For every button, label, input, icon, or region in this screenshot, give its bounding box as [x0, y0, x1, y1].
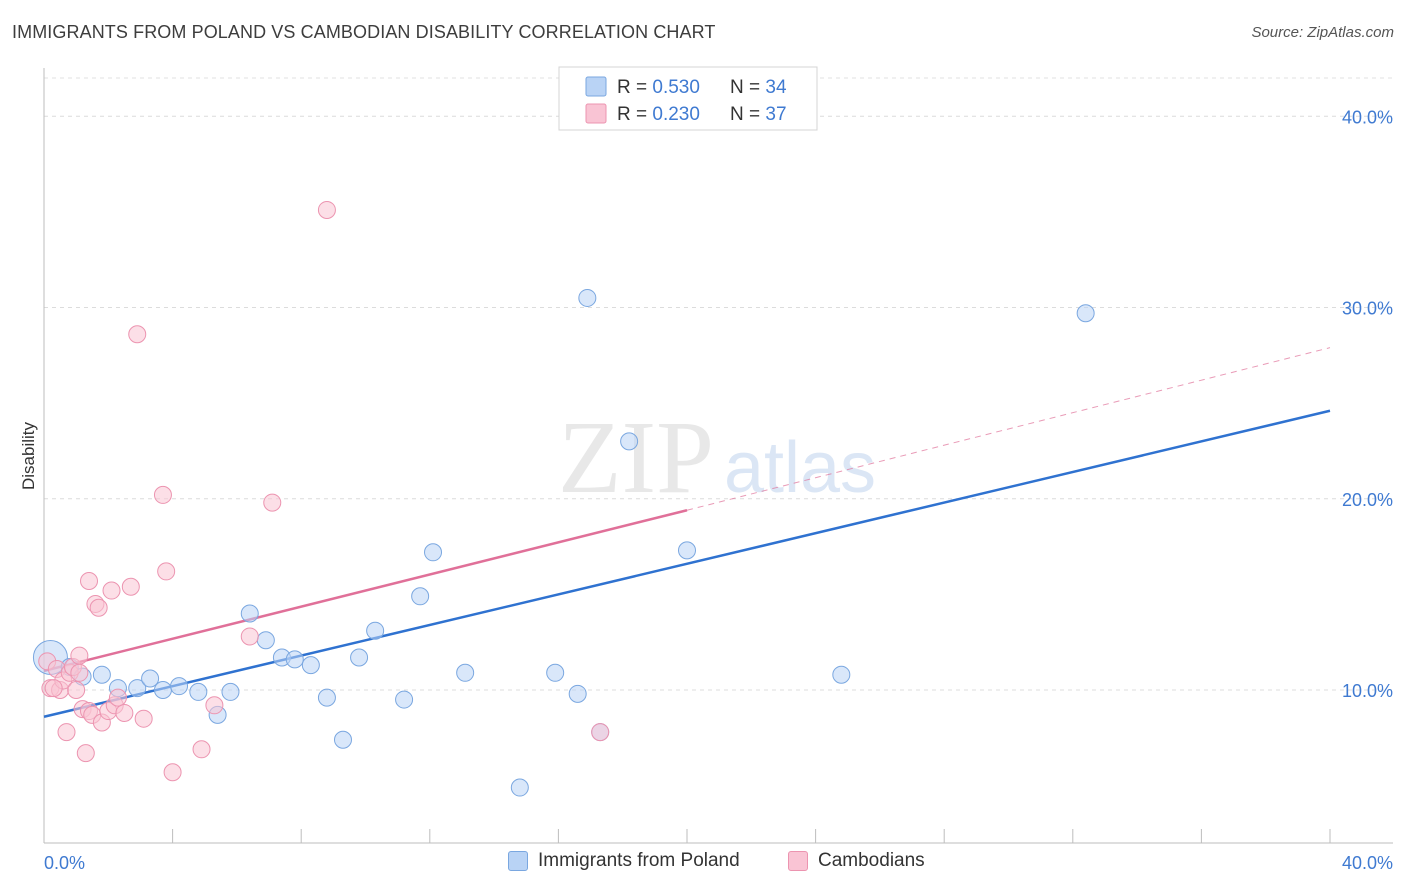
point-cambodians-14: [80, 571, 99, 590]
point-cambodians-23: [115, 703, 134, 722]
legend-r-value-2: 0.230: [652, 104, 700, 125]
point-poland-32: [832, 665, 851, 684]
point-poland-11: [221, 682, 240, 701]
legend-n-label-1: N =: [730, 77, 765, 98]
axes: [43, 68, 1393, 844]
trend-line-cambodians: [43, 509, 688, 673]
bottom-legend: Immigrants from Poland Cambodians: [0, 850, 1406, 880]
legend-r-label-1: R =: [617, 77, 652, 98]
point-cambodians-11: [70, 646, 89, 665]
point-cambodians-9: [70, 663, 89, 682]
point-cambodians-12: [76, 744, 95, 763]
legend-item-poland: Immigrants from Poland: [508, 850, 740, 872]
point-cambodians-5: [57, 723, 76, 742]
trend-line-cambodians-extension: [686, 347, 1331, 511]
svg-text:R = 0.530: R = 0.530: [617, 77, 700, 98]
point-poland-26: [546, 663, 565, 682]
point-cambodians-29: [163, 763, 182, 782]
watermark: ZIP atlas: [558, 400, 876, 515]
point-cambodians-36: [44, 679, 63, 698]
legend-label-poland: Immigrants from Poland: [538, 850, 740, 871]
point-cambodians-22: [108, 688, 127, 707]
point-cambodians-28: [157, 562, 176, 581]
y-axis-label: Disability: [19, 421, 38, 490]
point-cambodians-26: [134, 709, 153, 728]
y-tick-label-40: 40.0%: [1342, 107, 1393, 127]
point-poland-13: [256, 631, 275, 650]
point-poland-31: [678, 541, 696, 560]
legend-r-label-2: R =: [617, 104, 652, 125]
point-poland-20: [366, 621, 385, 640]
point-poland-15: [285, 650, 304, 669]
point-poland-22: [411, 587, 430, 606]
trend-lines: [43, 347, 1331, 718]
point-cambodians-20: [102, 581, 121, 600]
legend-r-value-1: 0.530: [652, 77, 700, 98]
point-poland-18: [333, 730, 352, 749]
point-cambodians-25: [128, 325, 147, 344]
legend-n-value-1: 34: [765, 77, 787, 98]
data-points: [32, 200, 1095, 797]
point-cambodians-35: [591, 723, 610, 742]
svg-text:N = 37: N = 37: [730, 104, 787, 125]
point-poland-3: [92, 665, 111, 684]
legend-n-value-2: 37: [765, 104, 786, 125]
point-poland-21: [395, 690, 414, 709]
point-poland-8: [170, 677, 189, 696]
point-poland-30: [620, 432, 639, 451]
legend-label-cambodians: Cambodians: [818, 850, 925, 871]
point-poland-9: [189, 682, 208, 701]
legend-n-label-2: N =: [730, 104, 765, 125]
grid-lines: [44, 77, 1393, 691]
point-poland-5: [128, 679, 147, 698]
point-poland-28: [578, 288, 597, 307]
point-poland-19: [350, 648, 369, 667]
x-tick-label-min: 0.0%: [44, 853, 85, 873]
point-cambodians-33: [263, 493, 282, 512]
point-cambodians-34: [317, 200, 336, 219]
svg-text:N = 34: N = 34: [730, 77, 787, 98]
point-cambodians-24: [121, 577, 140, 596]
chart-source: Source: ZipAtlas.com: [1251, 24, 1394, 41]
y-tick-label-20: 20.0%: [1342, 490, 1393, 510]
legend-swatch-cambodians: [585, 103, 607, 124]
point-poland-25: [510, 778, 529, 797]
x-tick-labels: 0.0% 40.0%: [44, 853, 1393, 873]
point-poland-33: [1076, 304, 1095, 323]
point-cambodians-30: [192, 740, 211, 759]
point-cambodians-31: [205, 696, 224, 715]
point-poland-23: [424, 543, 443, 562]
top-legend: R = 0.530 N = 34 R = 0.230 N = 37: [558, 66, 818, 131]
point-cambodians-17: [89, 598, 108, 617]
point-poland-17: [317, 688, 336, 707]
y-tick-label-30: 30.0%: [1342, 299, 1393, 319]
chart-title: IMMIGRANTS FROM POLAND VS CAMBODIAN DISA…: [12, 22, 716, 42]
legend-item-cambodians: Cambodians: [788, 850, 925, 872]
point-poland-12: [240, 604, 259, 623]
point-poland-24: [456, 663, 475, 682]
legend-swatch-cambodians-bottom: [788, 851, 808, 871]
point-cambodians-32: [240, 627, 259, 646]
trend-line-poland: [43, 409, 1331, 718]
watermark-zip: ZIP: [558, 400, 714, 515]
point-poland-6: [141, 669, 160, 688]
point-poland-16: [301, 656, 320, 675]
point-cambodians-8: [67, 681, 86, 699]
svg-text:R = 0.230: R = 0.230: [617, 104, 700, 125]
x-tick-label-max: 40.0%: [1342, 853, 1393, 873]
y-tick-labels: 10.0% 20.0% 30.0% 40.0%: [1342, 107, 1393, 701]
point-cambodians-27: [153, 485, 172, 504]
point-poland-27: [568, 684, 587, 703]
watermark-atlas: atlas: [724, 428, 876, 508]
point-poland-7: [153, 681, 172, 699]
legend-swatch-poland: [585, 76, 607, 97]
y-tick-label-10: 10.0%: [1342, 681, 1393, 701]
legend-swatch-poland-bottom: [508, 851, 528, 871]
